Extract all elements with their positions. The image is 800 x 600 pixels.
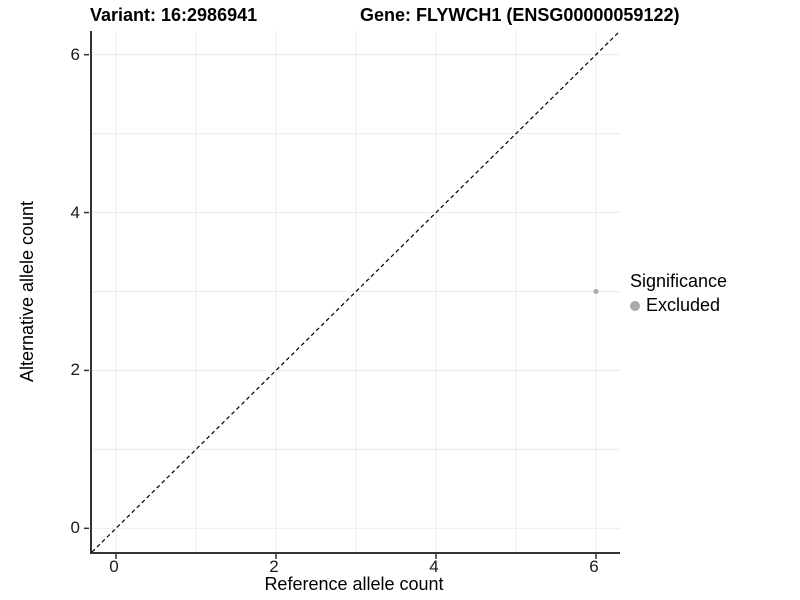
y-tick-label: 6: [70, 44, 80, 64]
identity-line: [91, 30, 621, 553]
variant-title: Variant: 16:2986941: [90, 5, 258, 25]
plot-canvas: [84, 30, 621, 559]
plot-panel: [84, 30, 621, 559]
legend-entry-excluded: Excluded: [630, 295, 795, 316]
data-point: [593, 289, 599, 294]
y-tick-label: 4: [70, 202, 80, 222]
x-tick-label: 4: [429, 557, 439, 576]
legend-entry-label: Excluded: [646, 295, 721, 315]
y-axis-title: Alternative allele count: [14, 31, 42, 552]
x-tick-label: 0: [109, 557, 119, 576]
legend: Significance Excluded: [630, 271, 795, 316]
y-tick-label: 2: [70, 360, 80, 380]
y-tick-label: 0: [70, 518, 80, 538]
y-axis-title-text: Alternative allele count: [17, 200, 38, 383]
legend-title: Significance: [630, 271, 728, 291]
x-tick-label: 6: [589, 557, 599, 576]
x-axis-title: Reference allele count: [264, 574, 444, 594]
x-tick-label: 2: [269, 557, 279, 576]
excluded-marker-icon: [630, 300, 640, 311]
gene-title: Gene: FLYWCH1 (ENSG00000059122): [360, 5, 680, 25]
